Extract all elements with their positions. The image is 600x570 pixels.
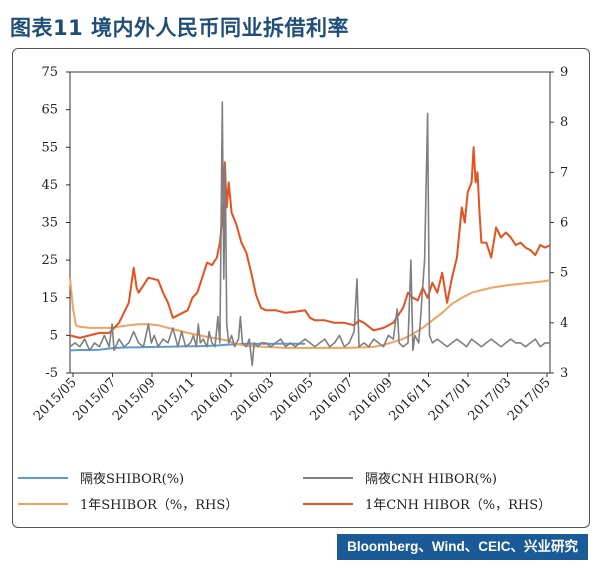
series-line-shibor-on xyxy=(69,342,306,352)
y-left-tick-label: -5 xyxy=(45,366,58,381)
chart-title: 图表11 境内外人民币同业拆借利率 xyxy=(10,16,350,40)
y-left-tick-label: 35 xyxy=(41,216,58,231)
legend-swatch xyxy=(303,476,353,479)
legend-item-cnh-1y: 1年CNH HIBOR（%，RHS） xyxy=(303,494,551,513)
legend-item-cnh-on: 隔夜CNH HIBOR(%) xyxy=(303,468,497,487)
y-right-tick-label: 4 xyxy=(560,316,568,331)
y-left-tick-label: 5 xyxy=(50,328,58,343)
source-badge: Bloomberg、Wind、CEIC、兴业研究 xyxy=(337,534,588,560)
y-right-tick-label: 7 xyxy=(560,165,568,180)
y-right-tick-label: 5 xyxy=(560,266,568,281)
legend-label: 隔夜SHIBOR(%) xyxy=(80,472,185,487)
legend-swatch xyxy=(18,502,68,505)
legend-swatch xyxy=(18,476,68,479)
y-left-tick-label: 25 xyxy=(41,253,58,268)
legend-label: 1年SHIBOR（%，RHS） xyxy=(80,498,239,513)
y-right-tick-label: 9 xyxy=(560,65,568,80)
y-left-tick-label: 65 xyxy=(41,103,58,118)
legend-item-shibor-on: 隔夜SHIBOR(%) xyxy=(18,468,184,487)
legend-swatch xyxy=(303,502,353,505)
x-tick-label: 2017/05 xyxy=(505,375,554,424)
legend-label: 1年CNH HIBOR（%，RHS） xyxy=(365,498,552,513)
y-right-tick-label: 3 xyxy=(560,366,568,381)
y-right-tick-label: 6 xyxy=(560,216,568,231)
y-left-tick-label: 45 xyxy=(41,178,58,193)
y-left-tick-label: 75 xyxy=(41,65,58,80)
y-right-tick-label: 8 xyxy=(560,115,568,130)
legend-item-shibor-1y: 1年SHIBOR（%，RHS） xyxy=(18,494,238,513)
y-left-tick-label: 15 xyxy=(41,291,58,306)
series-line-cnh-on xyxy=(69,101,550,367)
series-line-cnh-1y xyxy=(69,146,551,339)
legend-label: 隔夜CNH HIBOR(%) xyxy=(365,472,497,487)
plot-area-border xyxy=(69,71,551,374)
y-left-tick-label: 55 xyxy=(41,140,58,155)
series-line-shibor-1y xyxy=(69,277,551,349)
